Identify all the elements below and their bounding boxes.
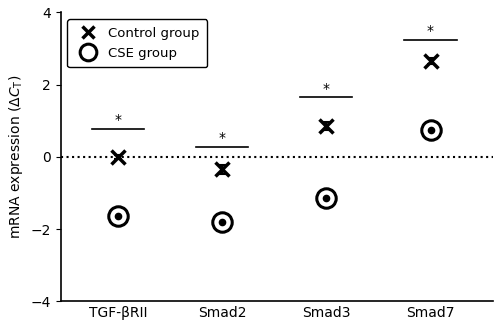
Text: *: * — [114, 113, 121, 127]
Legend: Control group, CSE group: Control group, CSE group — [67, 19, 208, 67]
Text: *: * — [427, 24, 434, 38]
Text: *: * — [323, 82, 330, 96]
Text: *: * — [218, 131, 226, 145]
Y-axis label: mRNA expression ($\Delta C_\mathrm{T}$): mRNA expression ($\Delta C_\mathrm{T}$) — [7, 75, 25, 239]
